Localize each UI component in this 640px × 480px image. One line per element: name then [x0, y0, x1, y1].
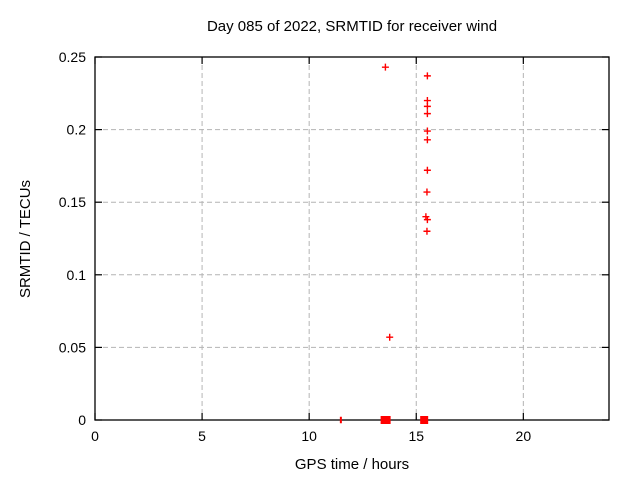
- x-axis-label: GPS time / hours: [295, 456, 409, 473]
- x-tick-label: 10: [301, 428, 317, 444]
- x-tick-label: 20: [516, 428, 532, 444]
- data-point-plus: [423, 166, 431, 174]
- data-point-square: [420, 416, 429, 424]
- data-point-square: [339, 416, 342, 424]
- data-point-square: [380, 416, 391, 424]
- plot-border: [94, 56, 610, 421]
- y-axis-label: SRMTID / TECUs: [17, 180, 34, 298]
- data-point-plus: [381, 63, 389, 71]
- axis-ticks: [94, 56, 609, 421]
- y-tick-label: 0.2: [67, 122, 87, 138]
- series-srmtid-plus-points: [381, 63, 431, 341]
- x-tick-label: 15: [408, 428, 424, 444]
- chart-title: Day 085 of 2022, SRMTID for receiver win…: [207, 18, 497, 35]
- data-point-plus: [423, 216, 431, 224]
- data-point-plus: [423, 102, 431, 110]
- grid-lines: [95, 57, 609, 420]
- data-point-plus: [423, 110, 431, 118]
- y-tick-label: 0: [78, 412, 86, 428]
- data-point-plus: [423, 136, 431, 144]
- data-point-plus: [423, 188, 431, 196]
- data-point-plus: [423, 72, 431, 80]
- x-tick-label: 5: [198, 428, 206, 444]
- y-tick-label: 0.15: [59, 194, 86, 210]
- y-tick-label: 0.1: [67, 267, 87, 283]
- y-tick-label: 0.05: [59, 339, 86, 355]
- data-point-plus: [423, 127, 431, 135]
- plot-area: 0 5 10 15 20 0 0.05 0.1 0.15 0.2 0.25: [59, 49, 610, 444]
- data-point-plus: [386, 333, 394, 341]
- data-point-plus: [423, 227, 431, 235]
- tick-labels: 0 5 10 15 20 0 0.05 0.1 0.15 0.2 0.25: [59, 49, 532, 444]
- x-tick-label: 0: [91, 428, 99, 444]
- y-tick-label: 0.25: [59, 49, 86, 65]
- series-baseline-clusters: [339, 416, 429, 424]
